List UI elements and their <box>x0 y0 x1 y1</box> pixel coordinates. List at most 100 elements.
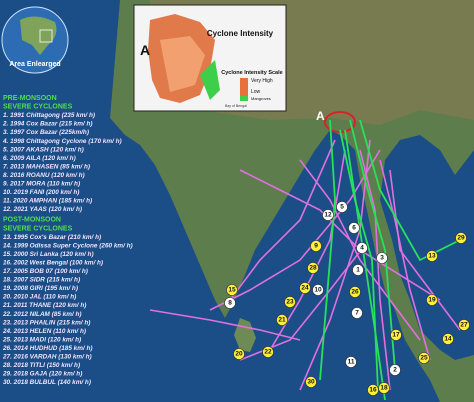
track-marker <box>378 382 390 394</box>
track-marker-label: 18 <box>380 385 388 392</box>
track-marker <box>356 242 368 254</box>
legend-item: 23. 2013 PHAILIN (215 km/ h) <box>2 319 90 326</box>
inset: A Cyclone Intensity Cyclone Intensity Sc… <box>133 4 287 112</box>
legend-item: 13. 1995 Cox's Bazar (210 km/ h) <box>3 234 101 241</box>
track-marker <box>233 348 245 360</box>
legend-item: 7. 2013 MAHASEN (85 km/ h) <box>3 163 90 170</box>
track-marker <box>390 329 402 341</box>
pre-track <box>299 159 421 341</box>
post-track <box>359 119 461 262</box>
legend-item: 21. 2011 THANE (120 km/ h) <box>2 302 86 309</box>
legend-item: 17. 2005 BOB 07 (100 km/ h) <box>3 268 88 275</box>
track-marker <box>426 294 438 306</box>
track-marker-label: 2 <box>393 367 397 374</box>
inset-letter: A <box>140 42 150 58</box>
track-marker <box>299 282 311 294</box>
track-marker-label: 22 <box>264 349 272 356</box>
legend-item: 15. 2000 Sri Lanka (120 km/ h) <box>3 251 94 258</box>
legend-item: 20. 2010 JAL (110 km/ h) <box>2 294 76 301</box>
scale-high <box>240 78 248 96</box>
legend-item: 22. 2012 NILAM (85 km/ h) <box>2 311 82 318</box>
scale-mangrove <box>240 96 248 101</box>
track-marker-label: 26 <box>351 289 359 296</box>
inset-mangroves <box>200 60 220 100</box>
pre-track <box>379 159 431 361</box>
scale-mangrove-label: Mangroves <box>251 96 271 101</box>
globe-land <box>20 16 57 56</box>
legend-item: 19. 2008 GIRI (195 km/ h) <box>3 285 78 292</box>
track-marker-label: 29 <box>457 235 465 242</box>
legend-item: 2. 1994 Cox Bazar (215 km/ h) <box>2 121 93 128</box>
legend-heading: SEVERE CYCLONES <box>3 225 73 232</box>
track-marker-label: 20 <box>235 351 243 358</box>
inset-intensity-2 <box>160 36 205 92</box>
track-marker <box>442 333 454 345</box>
track-marker-label: 6 <box>352 225 356 232</box>
track-marker-label: 17 <box>392 332 400 339</box>
track-marker-label: 15 <box>228 287 236 294</box>
legend-item: 9. 2017 MORA (110 km/ h) <box>3 181 80 188</box>
track-marker <box>284 296 296 308</box>
legend-item: 30. 2018 BULBUL (140 km/ h) <box>3 379 91 386</box>
legend-item: 27. 2016 VARDAH (130 km/ h) <box>2 354 92 361</box>
markers: 5 12 6 4 9 28 3 1 29 13 24 15 8 10 23 22 21 7 26 19 14 27 25 17… <box>224 201 470 396</box>
pre-track <box>209 149 381 311</box>
track-marker <box>455 232 467 244</box>
track-marker <box>351 307 363 319</box>
legend-item: 14. 1999 Odissa Super Cyclone (260 km/ h… <box>3 242 133 249</box>
legend-item: 18. 2007 SIDR (215 km/ h) <box>3 277 80 284</box>
post-track <box>319 119 336 381</box>
track-marker <box>336 201 348 213</box>
track-marker-label: 14 <box>444 336 452 343</box>
legend-item: 5. 2007 AKASH (120 km/ h) <box>3 146 84 153</box>
legend-item: 29. 2018 GAJA (120 km/ h) <box>2 371 82 378</box>
track-marker-label: 28 <box>309 265 317 272</box>
legend-item: 6. 2009 AILA (120 km/ h) <box>3 155 76 162</box>
inset-scale-title: Cyclone Intensity Scale <box>221 70 282 76</box>
track-marker <box>349 286 361 298</box>
track-marker <box>322 209 334 221</box>
track-marker-label: 30 <box>307 379 315 386</box>
legend-item: 8. 2016 ROANU (120 km/ h) <box>3 172 85 179</box>
track-marker-label: 19 <box>428 297 436 304</box>
track-marker-label: 23 <box>286 299 294 306</box>
track-marker <box>307 262 319 274</box>
track-marker-label: 7 <box>355 310 359 317</box>
legend-item: 12. 2021 YAAS (120 km/ h) <box>3 206 82 213</box>
track-marker-label: 10 <box>314 287 322 294</box>
legend-item: 1. 1991 Chittagong (235 km/ h) <box>3 112 95 119</box>
track-marker <box>305 376 317 388</box>
legend-item: 28. 2018 TITLI (150 km/ h) <box>2 362 80 369</box>
legend-heading: SEVERE CYCLONES <box>3 104 73 111</box>
legend-item: 11. 2020 AMPHAN (185 km/ h) <box>3 198 92 205</box>
track-marker-label: 27 <box>460 322 468 329</box>
track-marker-label: 5 <box>340 204 344 211</box>
track-marker <box>418 352 430 364</box>
track-marker <box>226 284 238 296</box>
pre-track <box>299 139 371 391</box>
track-marker-label: 24 <box>301 285 309 292</box>
track-marker-label: 8 <box>228 300 232 307</box>
track-marker <box>352 264 364 276</box>
legend-heading: PRE-MONSOON <box>3 95 57 102</box>
track-marker-label: 16 <box>369 387 377 394</box>
legend-item: 16. 2002 West Bengal (100 km/ h) <box>3 259 103 266</box>
main-letter: A <box>316 109 325 123</box>
track-marker-label: 12 <box>324 212 332 219</box>
pre-track <box>389 169 461 331</box>
post-track <box>344 129 386 401</box>
track-marker-label: 25 <box>420 355 428 362</box>
track-marker <box>376 252 388 264</box>
track-marker <box>367 384 379 396</box>
scale-high-label: Very High <box>251 78 273 84</box>
legend-item: 24. 2013 HELEN (110 km/ h) <box>2 328 86 335</box>
track-marker <box>389 364 401 376</box>
track-marker <box>312 284 324 296</box>
track-marker <box>310 240 322 252</box>
track-marker-label: 3 <box>380 255 384 262</box>
track-marker-label: 13 <box>428 253 436 260</box>
track-marker <box>426 250 438 262</box>
